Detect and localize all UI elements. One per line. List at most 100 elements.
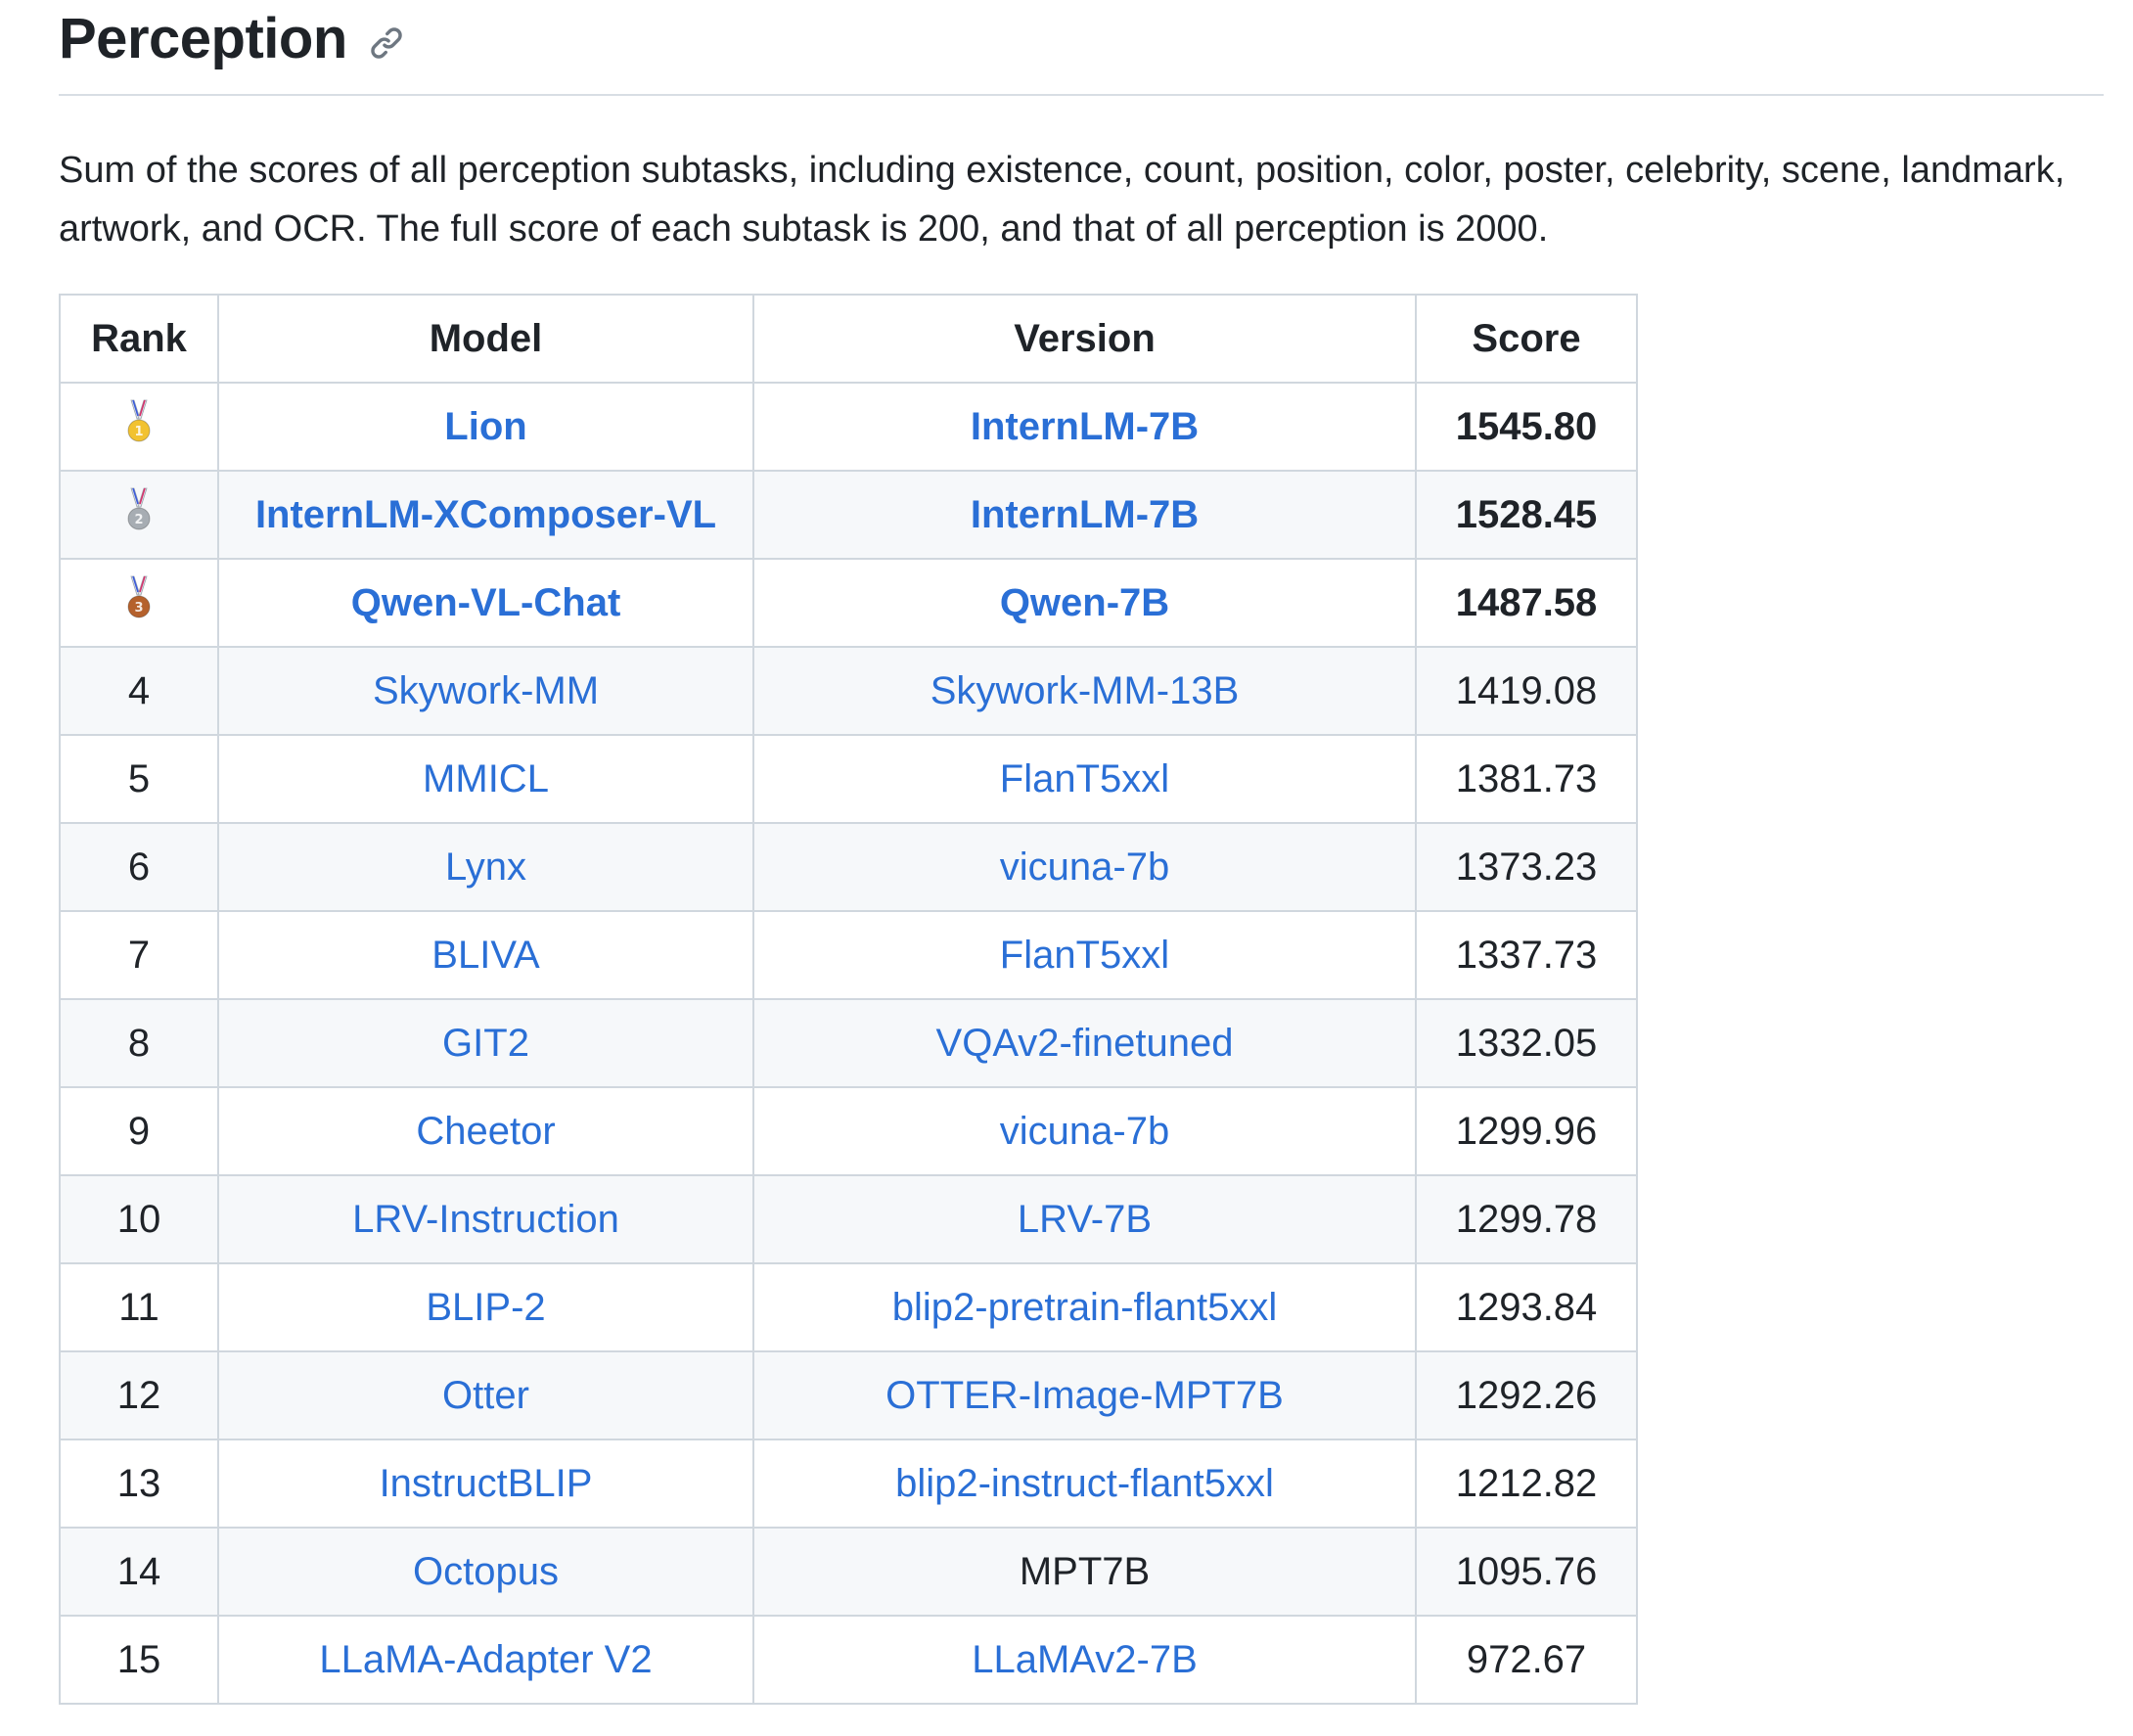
model-link[interactable]: InternLM-XComposer-VL	[254, 492, 717, 536]
version-cell: Skywork-MM-13B	[752, 646, 1417, 736]
model-cell: Otter	[217, 1350, 754, 1440]
score-cell: 1373.23	[1415, 822, 1638, 912]
link-icon[interactable]	[369, 25, 404, 61]
model-link[interactable]: Lion	[444, 404, 527, 448]
version-link[interactable]: OTTER-Image-MPT7B	[885, 1373, 1284, 1417]
version-cell: LLaMAv2-7B	[752, 1615, 1417, 1705]
version-cell: MPT7B	[752, 1527, 1417, 1617]
model-link[interactable]: MMICL	[423, 756, 549, 800]
table-row: 1 Lion InternLM-7B 1545.80	[59, 382, 1638, 472]
version-cell: OTTER-Image-MPT7B	[752, 1350, 1417, 1440]
version-link[interactable]: blip2-instruct-flant5xxl	[895, 1461, 1274, 1505]
model-link[interactable]: Lynx	[444, 845, 526, 889]
score-cell: 1528.45	[1415, 470, 1638, 560]
version-link[interactable]: Skywork-MM-13B	[930, 668, 1240, 712]
score-cell: 1487.58	[1415, 558, 1638, 648]
rank-number: 6	[127, 845, 151, 889]
model-cell: BLIP-2	[217, 1262, 754, 1352]
rank-number: 11	[118, 1285, 159, 1329]
rank-number: 8	[127, 1021, 151, 1065]
version-cell: Qwen-7B	[752, 558, 1417, 648]
table-row: 12 Otter OTTER-Image-MPT7B 1292.26	[59, 1350, 1638, 1440]
section-heading: Perception	[59, 0, 2104, 96]
svg-text:1: 1	[134, 425, 143, 439]
score-value: 1332.05	[1455, 1021, 1598, 1065]
model-link[interactable]: Octopus	[413, 1549, 559, 1593]
table-row: 7 BLIVA FlanT5xxl 1337.73	[59, 910, 1638, 1000]
table-row: 15 LLaMA-Adapter V2 LLaMAv2-7B 972.67	[59, 1615, 1638, 1705]
model-link[interactable]: Qwen-VL-Chat	[350, 580, 621, 624]
score-value: 1373.23	[1455, 845, 1598, 889]
score-cell: 1292.26	[1415, 1350, 1638, 1440]
rank-cell: 12	[59, 1350, 219, 1440]
rank-cell: 8	[59, 998, 219, 1088]
version-cell: vicuna-7b	[752, 1086, 1417, 1176]
version-cell: InternLM-7B	[752, 382, 1417, 472]
gold-medal-icon: 1	[124, 399, 154, 454]
model-cell: LLaMA-Adapter V2	[217, 1615, 754, 1705]
rank-number: 4	[127, 668, 151, 712]
rank-number: 13	[116, 1461, 161, 1505]
score-value: 1299.96	[1455, 1109, 1598, 1153]
score-cell: 1332.05	[1415, 998, 1638, 1088]
table-body: 1 Lion InternLM-7B 1545.80 2 InternLM-XCompos…	[59, 382, 1638, 1705]
version-link[interactable]: Qwen-7B	[999, 580, 1170, 624]
version-link[interactable]: InternLM-7B	[970, 404, 1200, 448]
version-link[interactable]: vicuna-7b	[999, 1109, 1170, 1153]
score-cell: 1299.78	[1415, 1174, 1638, 1264]
model-link[interactable]: Otter	[442, 1373, 529, 1417]
rank-cell: 14	[59, 1527, 219, 1617]
rank-cell: 4	[59, 646, 219, 736]
model-link[interactable]: Skywork-MM	[372, 668, 600, 712]
rank-number: 5	[127, 756, 151, 800]
header-version: Version	[752, 294, 1417, 384]
rank-cell: 1	[59, 382, 219, 472]
model-cell: Lion	[217, 382, 754, 472]
table-row: 11 BLIP-2 blip2-pretrain-flant5xxl 1293.84	[59, 1262, 1638, 1352]
score-cell: 1337.73	[1415, 910, 1638, 1000]
rank-cell: 6	[59, 822, 219, 912]
model-link[interactable]: BLIP-2	[426, 1285, 546, 1329]
table-row: 13 InstructBLIP blip2-instruct-flant5xxl 12…	[59, 1439, 1638, 1529]
rank-cell: 15	[59, 1615, 219, 1705]
version-link[interactable]: InternLM-7B	[970, 492, 1200, 536]
score-cell: 1212.82	[1415, 1439, 1638, 1529]
score-cell: 1419.08	[1415, 646, 1638, 736]
version-link[interactable]: VQAv2-finetuned	[935, 1021, 1234, 1065]
table-row: 9 Cheetor vicuna-7b 1299.96	[59, 1086, 1638, 1176]
rank-number: 9	[127, 1109, 151, 1153]
version-link[interactable]: LRV-7B	[1017, 1197, 1153, 1241]
svg-text:3: 3	[134, 601, 143, 616]
table-row: 14 Octopus MPT7B 1095.76	[59, 1527, 1638, 1617]
version-link[interactable]: vicuna-7b	[999, 845, 1170, 889]
version-cell: FlanT5xxl	[752, 910, 1417, 1000]
model-link[interactable]: LLaMA-Adapter V2	[319, 1637, 653, 1681]
score-value: 1381.73	[1455, 756, 1598, 800]
model-cell: Qwen-VL-Chat	[217, 558, 754, 648]
version-cell: vicuna-7b	[752, 822, 1417, 912]
version-link[interactable]: LLaMAv2-7B	[972, 1637, 1198, 1681]
score-cell: 1545.80	[1415, 382, 1638, 472]
model-cell: InternLM-XComposer-VL	[217, 470, 754, 560]
rank-number: 10	[116, 1197, 161, 1241]
rank-cell: 10	[59, 1174, 219, 1264]
version-cell: blip2-pretrain-flant5xxl	[752, 1262, 1417, 1352]
model-link[interactable]: Cheetor	[416, 1109, 556, 1153]
model-link[interactable]: InstructBLIP	[379, 1461, 593, 1505]
table-row: 2 InternLM-XComposer-VL InternLM-7B 1528.45	[59, 470, 1638, 560]
version-link[interactable]: blip2-pretrain-flant5xxl	[891, 1285, 1278, 1329]
model-cell: MMICL	[217, 734, 754, 824]
rank-number: 12	[116, 1373, 161, 1417]
table-header-row: Rank Model Version Score	[59, 294, 1638, 384]
version-link[interactable]: FlanT5xxl	[999, 756, 1170, 800]
bronze-medal-icon: 3	[124, 575, 154, 630]
version-link[interactable]: FlanT5xxl	[999, 933, 1170, 977]
model-link[interactable]: BLIVA	[431, 933, 540, 977]
rank-cell: 5	[59, 734, 219, 824]
silver-medal-icon: 2	[124, 487, 154, 542]
model-link[interactable]: LRV-Instruction	[352, 1197, 619, 1241]
score-value: 972.67	[1466, 1637, 1587, 1681]
model-link[interactable]: GIT2	[442, 1021, 529, 1065]
model-cell: Cheetor	[217, 1086, 754, 1176]
score-value: 1419.08	[1455, 668, 1598, 712]
